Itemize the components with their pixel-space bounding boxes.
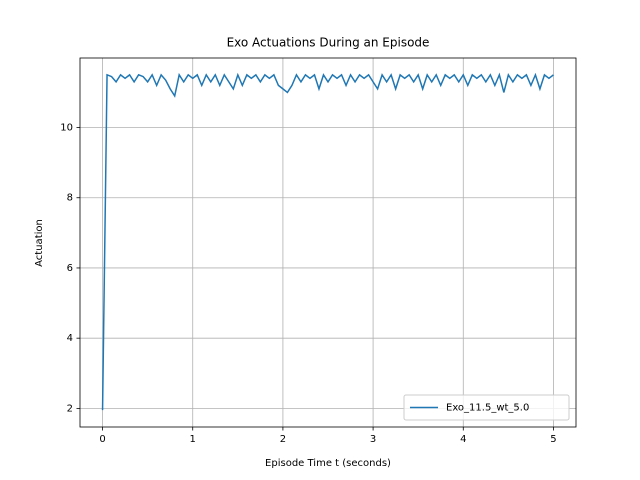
y-tick-label: 4 (67, 333, 73, 344)
chart-title: Exo Actuations During an Episode (227, 36, 430, 50)
x-tick-label: 3 (370, 434, 376, 445)
x-tick-label: 2 (280, 434, 286, 445)
x-tick-label: 1 (190, 434, 196, 445)
x-axis-label: Episode Time t (seconds) (265, 458, 391, 469)
y-tick-label: 10 (60, 123, 73, 134)
y-axis-label: Actuation (34, 219, 45, 267)
y-tick-label: 6 (67, 263, 73, 274)
x-tick-label: 5 (550, 434, 556, 445)
legend-label: Exo_11.5_wt_5.0 (446, 403, 529, 414)
x-tick-label: 4 (460, 434, 466, 445)
line (101, 72, 554, 411)
legend-box (403, 394, 570, 421)
y-tick-label: 8 (67, 193, 73, 204)
x-tick-label: 0 (99, 434, 105, 445)
y-tick-label: 2 (67, 403, 73, 414)
axes-frame (79, 57, 577, 428)
